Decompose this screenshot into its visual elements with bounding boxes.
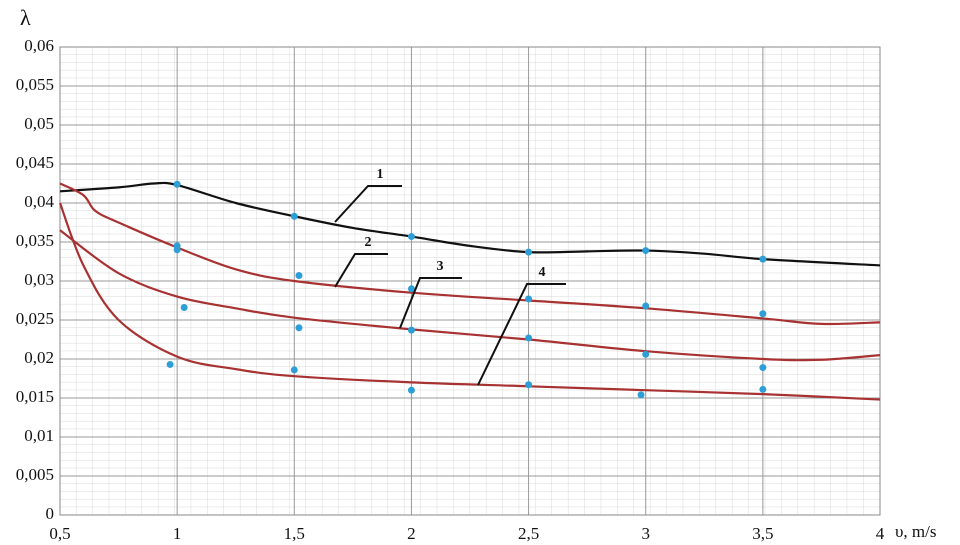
data-point <box>173 246 181 254</box>
data-point <box>290 366 298 374</box>
curve-label: 1 <box>377 167 384 182</box>
curve-label: 4 <box>539 265 546 280</box>
x-tick-label: 2,5 <box>518 524 539 543</box>
y-tick-label: 0,02 <box>24 348 54 367</box>
y-tick-label: 0,04 <box>24 192 54 211</box>
x-tick-label: 1 <box>173 524 182 543</box>
y-tick-label: 0,05 <box>24 114 54 133</box>
data-point <box>525 334 533 342</box>
data-point <box>759 255 767 263</box>
data-point <box>173 180 181 188</box>
plot-frame <box>59 46 881 516</box>
data-point <box>642 247 650 255</box>
data-point <box>295 324 303 332</box>
x-tick-label: 2 <box>407 524 416 543</box>
y-tick-label: 0 <box>46 504 55 523</box>
x-tick-label: 3,5 <box>752 524 773 543</box>
curve <box>59 182 881 326</box>
data-point <box>525 248 533 256</box>
callout-leader <box>334 185 402 223</box>
y-tick-label: 0,06 <box>24 36 54 55</box>
data-point <box>180 304 188 312</box>
data-point <box>407 285 415 293</box>
data-point <box>166 360 174 368</box>
data-point <box>759 385 767 393</box>
y-axis-label: λ <box>20 5 31 30</box>
data-point <box>407 233 415 241</box>
x-tick-label: 3 <box>641 524 650 543</box>
curve-label: 3 <box>437 259 444 274</box>
data-point <box>642 350 650 358</box>
curve <box>59 181 881 267</box>
y-tick-label: 0,035 <box>16 231 54 250</box>
y-tick-label: 0,015 <box>16 387 54 406</box>
data-point <box>407 326 415 334</box>
y-tick-label: 0,025 <box>16 309 54 328</box>
data-point <box>407 386 415 394</box>
y-tick-label: 0,055 <box>16 75 54 94</box>
data-point <box>295 272 303 280</box>
curve <box>59 229 881 362</box>
x-tick-label: 0,5 <box>49 524 70 543</box>
x-tick-label: 1,5 <box>284 524 305 543</box>
data-point <box>759 364 767 372</box>
data-point <box>759 310 767 318</box>
data-point <box>637 391 645 399</box>
x-tick-label: 4 <box>876 524 885 543</box>
y-tick-label: 0,045 <box>16 153 54 172</box>
callout-leader <box>477 283 566 386</box>
curve <box>58 202 881 401</box>
x-axis-label: υ, m/s <box>895 522 936 541</box>
callout-leader <box>334 253 388 288</box>
data-point <box>642 302 650 310</box>
y-tick-label: 0,01 <box>24 426 54 445</box>
data-point <box>525 295 533 303</box>
data-point <box>290 212 298 220</box>
y-tick-label: 0,03 <box>24 270 54 289</box>
callout-leader <box>399 277 462 329</box>
y-tick-label: 0,005 <box>16 465 54 484</box>
data-point <box>525 381 533 389</box>
curve-label: 2 <box>365 235 372 250</box>
